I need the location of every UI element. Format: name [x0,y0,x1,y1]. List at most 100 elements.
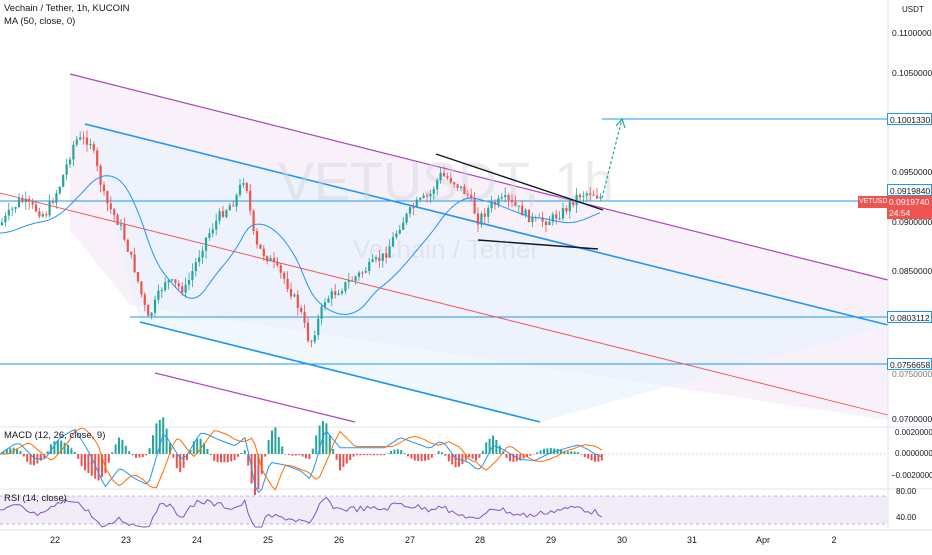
candle-body [354,276,357,281]
rsi-legend[interactable]: RSI (14, close) [4,493,67,504]
macd-histogram-bar [597,454,600,462]
macd-histogram-bar [90,454,93,476]
candle-body [388,246,391,258]
triangle-upper-trendline[interactable] [435,153,604,211]
candle-body [221,211,225,217]
macd-histogram-bar [213,454,216,461]
triangle-lower-trendline[interactable] [477,239,599,250]
breakout-projection-arrow[interactable] [601,118,623,199]
candle-body [340,291,344,294]
macd-histogram-bar [529,454,532,456]
rsi-line [0,496,603,528]
watermark-name: Vechain / Tether [353,234,539,264]
macd-histogram-bar [254,454,256,496]
macd-histogram-bar [141,454,144,457]
candle-body [150,312,153,316]
time-tick: 26 [333,535,345,545]
candle-body [303,311,306,323]
candle-body [14,207,17,209]
macd-histogram-bar [294,454,297,456]
macd-histogram-bar [135,454,137,458]
candle-body [422,195,425,198]
macd-histogram-bar [325,423,328,454]
macd-histogram-bar [485,442,488,454]
macd-histogram-bar [519,454,522,461]
macd-histogram-bar [80,454,83,467]
candle-body [412,207,415,209]
macd-histogram-bar [451,454,454,465]
ma-legend[interactable]: MA (50, close, 0) [4,16,76,27]
macd-histogram-bar [131,454,134,456]
target-price-badge[interactable]: 0.1001330 [887,113,932,125]
outer-channel-upper-line[interactable] [69,73,889,281]
macd-histogram-bar [301,454,304,457]
macd-histogram-bar [67,444,69,454]
macd-histogram-bar [594,454,596,462]
macd-histogram-bar [118,437,120,454]
candles-group [0,130,602,348]
macd-histogram-bar [274,427,277,454]
time-tick: 31 [686,535,698,545]
macd-histogram-bar [315,435,318,454]
macd-histogram-bar [19,451,22,454]
candle-body [402,222,405,230]
macd-histogram-bar [257,454,260,490]
candle-body [507,195,510,200]
macd-histogram-bar [165,428,168,454]
candle-body [310,340,313,342]
candle-body [211,229,214,234]
current-symbol-badge[interactable]: VETUSDT [858,196,892,208]
candle-body [96,150,99,166]
time-tick: 23 [120,535,132,545]
macd-histogram-bar [114,444,117,454]
inner-channel-fill [85,124,888,422]
candle-body [143,294,146,305]
macd-histogram-bar [556,448,559,454]
candle-body [504,195,507,198]
symbol-title[interactable]: Vechain / Tether, 1h, KUCOIN [4,3,130,14]
macd-histogram-bar [111,452,114,454]
inner-channel-lower-line[interactable] [139,321,541,423]
candle-body [235,194,238,207]
macd-histogram-bar [427,454,430,460]
macd-histogram-bar [492,435,494,454]
candle-body [599,196,602,199]
macd-histogram-bar [583,454,586,458]
candle-body [17,198,21,208]
candle-body [300,307,303,312]
candle-body [147,304,150,316]
time-tick: 24 [191,535,203,545]
time-tick: 28 [474,535,486,545]
current-price-badge[interactable]: 0.0919740 [887,196,932,208]
candle-body [72,144,75,160]
candle-body [514,202,517,206]
candle-body [415,199,418,208]
candle-body [133,254,136,273]
candle-body [459,186,463,188]
level-price-badge[interactable]: 0.0919840 [887,184,932,196]
support-1-price-badge[interactable]: 0.0803112 [887,311,932,323]
outer-channel-lower-line[interactable] [154,372,356,423]
regression-center-line[interactable] [0,192,889,416]
support-2-price-badge[interactable]: 0.0756658 [887,358,932,370]
candle-body [449,178,452,183]
macd-histogram-bar [342,454,345,467]
ma-line [0,175,601,315]
candle-body [585,193,588,196]
macd-histogram-bar [437,451,440,454]
candle-body [89,144,92,146]
macd-histogram-bar [77,454,80,459]
currency-label[interactable]: USDT [902,5,924,14]
macd-histogram-bar [209,454,212,456]
macd-legend[interactable]: MACD (12, 26, close, 9) [4,430,106,441]
macd-histogram-bar [264,454,267,457]
price-tick: 0.0950000 [892,167,932,177]
candle-body [524,209,527,216]
inner-channel-upper-line[interactable] [84,123,889,326]
candle-body [7,209,10,216]
macd-histogram-bar [237,454,239,457]
candle-body [378,257,381,261]
candle-body [466,193,469,195]
